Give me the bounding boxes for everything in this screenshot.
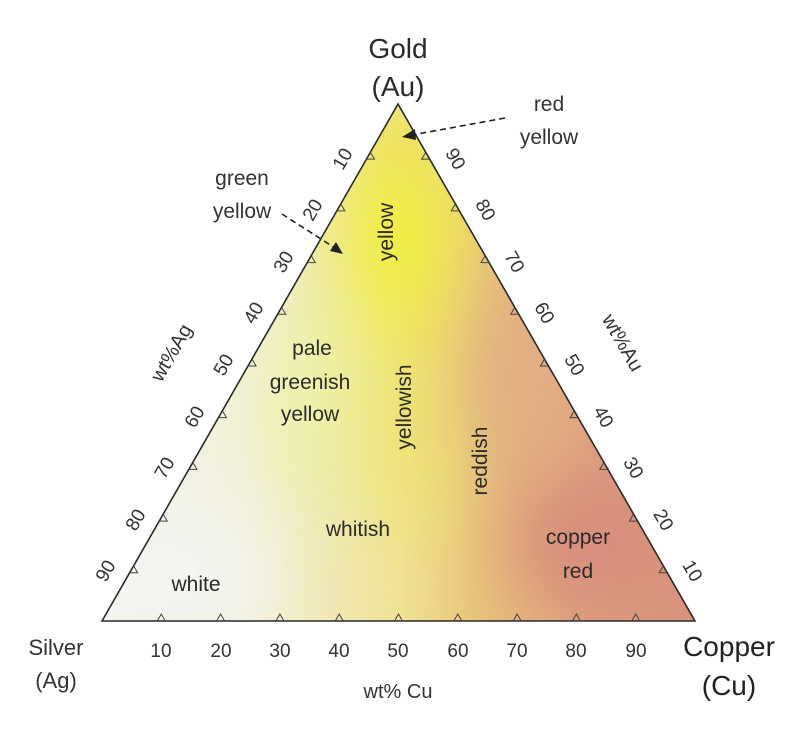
au-tick-label: 10 (677, 557, 706, 586)
au-tick-label: 50 (559, 351, 588, 380)
cu-tick-label: 20 (210, 641, 231, 662)
au-tick-label: 90 (440, 145, 469, 174)
region-copper-red-line2: red (563, 560, 593, 583)
copper-label: Copper (683, 631, 775, 662)
callout-green-yellow-line2: yellow (213, 200, 272, 223)
region-copper-red-line1: copper (546, 526, 610, 549)
ag-tick-label: 80 (122, 506, 151, 535)
ag-tick (159, 513, 169, 522)
ag-tick (129, 565, 139, 574)
ag-tick-label: 10 (329, 145, 358, 174)
au-tick (628, 513, 638, 522)
callout-green-yellow-arrow (281, 213, 343, 254)
region-yellowish: yellowish (393, 364, 416, 449)
au-tick (480, 255, 490, 264)
gold-symbol: (Au) (372, 71, 425, 102)
copper-symbol: (Cu) (702, 670, 756, 701)
au-tick (509, 307, 519, 315)
cu-tick-label: 40 (328, 641, 349, 662)
au-tick-label: 70 (499, 248, 528, 277)
ag-tick-label: 40 (240, 299, 269, 328)
callout-green-yellow-line1: green (215, 167, 269, 190)
cu-tick (631, 612, 641, 622)
ag-tick (336, 203, 346, 212)
au-tick (569, 410, 579, 419)
cu-tick-label: 70 (506, 641, 527, 662)
ag-tick-label: 50 (210, 351, 239, 380)
au-tick-label: 80 (470, 196, 499, 225)
ag-tick (218, 410, 228, 419)
cu-tick-label: 30 (269, 641, 290, 662)
cu-tick (571, 612, 581, 622)
region-reddish: reddish (469, 427, 492, 496)
ag-tick (307, 255, 317, 264)
cu-tick-label: 60 (447, 641, 468, 662)
cu-tick (156, 612, 166, 622)
ag-tick-label: 70 (151, 454, 180, 483)
cu-tick-labels: 10 20 30 40 50 60 70 80 90 (150, 641, 646, 662)
ag-tick-label: 20 (299, 196, 328, 225)
callout-red-yellow-arrow (402, 117, 506, 140)
au-tick-label: 60 (529, 299, 558, 328)
callout-red-yellow-line2: yellow (520, 126, 579, 149)
au-tick (598, 462, 608, 470)
au-tick-label: 40 (588, 403, 617, 432)
ag-tick (277, 307, 287, 315)
cu-tick-label: 10 (150, 641, 171, 662)
cu-tick-label: 80 (565, 641, 586, 662)
region-whitish: whitish (325, 518, 390, 541)
cu-tick (275, 612, 285, 622)
ag-tick-label: 30 (270, 248, 299, 277)
ag-tick-label: 60 (181, 403, 210, 432)
ag-tick (366, 151, 376, 160)
region-pale-line1: pale (292, 337, 332, 360)
silver-symbol: (Ag) (35, 668, 77, 693)
cu-axis-title: wt% Cu (363, 681, 433, 703)
au-tick (420, 151, 430, 160)
au-axis-title: wt%Au (597, 310, 648, 376)
gold-label: Gold (368, 33, 427, 64)
silver-label: Silver (28, 635, 83, 660)
au-tick (539, 358, 549, 367)
cu-tick (216, 612, 226, 622)
ag-tick-label: 90 (92, 557, 121, 586)
region-yellow: yellow (375, 202, 398, 261)
cu-tick (512, 612, 522, 622)
tick-marks (129, 151, 668, 622)
ag-tick (188, 462, 198, 470)
au-tick (450, 203, 460, 212)
cu-tick (394, 612, 403, 622)
au-tick (658, 565, 668, 574)
region-white: white (170, 573, 220, 596)
cu-tick (334, 612, 344, 622)
ag-tick (248, 358, 257, 367)
cu-tick-label: 50 (387, 641, 408, 662)
ag-axis-title: wt%Ag (146, 321, 197, 387)
region-pale-line3: yellow (281, 403, 340, 426)
cu-tick-label: 90 (625, 641, 646, 662)
au-tick-label: 30 (618, 454, 647, 483)
cu-tick (453, 612, 463, 622)
au-tick-label: 20 (648, 506, 677, 535)
callout-red-yellow-line1: red (534, 93, 564, 116)
triangle-outline (100, 102, 697, 622)
region-pale-line2: greenish (270, 371, 351, 394)
